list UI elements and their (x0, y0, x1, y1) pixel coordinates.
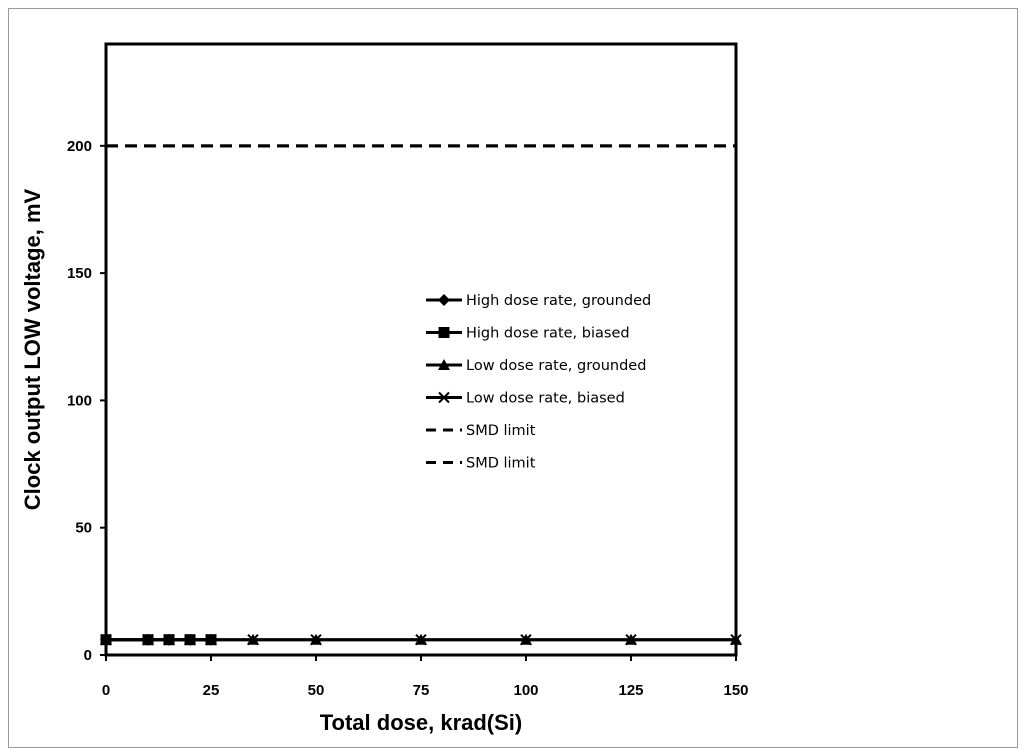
data-point-3-10 (730, 634, 742, 646)
x-tick-label: 25 (203, 682, 220, 699)
data-point-3-9 (625, 634, 637, 646)
data-point-3-6 (310, 634, 322, 646)
x-axis-title: Total dose, krad(Si) (320, 710, 523, 735)
data-point-3-3 (184, 634, 196, 646)
legend-label: High dose rate, grounded (466, 293, 651, 309)
legend-label: High dose rate, biased (466, 326, 630, 342)
legend-label: SMD limit (466, 456, 536, 472)
x-tick-label: 75 (413, 682, 430, 699)
legend-swatch-marker (438, 327, 450, 338)
data-point-3-0 (100, 634, 112, 646)
data-point-3-4 (205, 634, 217, 646)
x-tick-label: 150 (723, 682, 748, 699)
data-point-3-2 (163, 634, 175, 646)
y-tick-label: 150 (67, 265, 92, 282)
data-point-3-1 (142, 634, 154, 646)
legend-swatch-marker (438, 359, 450, 370)
y-tick-label: 0 (84, 647, 92, 664)
legend-swatch-marker (438, 391, 450, 404)
chart-frame (8, 8, 1018, 748)
legend-label: Low dose rate, grounded (466, 358, 646, 374)
x-tick-label: 0 (102, 682, 110, 699)
x-tick-label: 100 (513, 682, 538, 699)
data-point-3-8 (520, 634, 532, 646)
y-axis-title: Clock output LOW voltage, mV (20, 188, 45, 510)
x-tick-label: 125 (618, 682, 643, 699)
x-tick-label: 50 (308, 682, 325, 699)
legend-label: SMD limit (466, 423, 536, 439)
legend-swatch-marker (438, 294, 450, 306)
legend-label: Low dose rate, biased (466, 391, 625, 407)
y-tick-label: 50 (75, 520, 92, 537)
data-point-3-7 (415, 634, 427, 646)
y-tick-label: 100 (67, 392, 92, 409)
y-tick-label: 200 (67, 138, 92, 155)
data-point-3-5 (247, 634, 259, 646)
plot-area (104, 42, 738, 657)
